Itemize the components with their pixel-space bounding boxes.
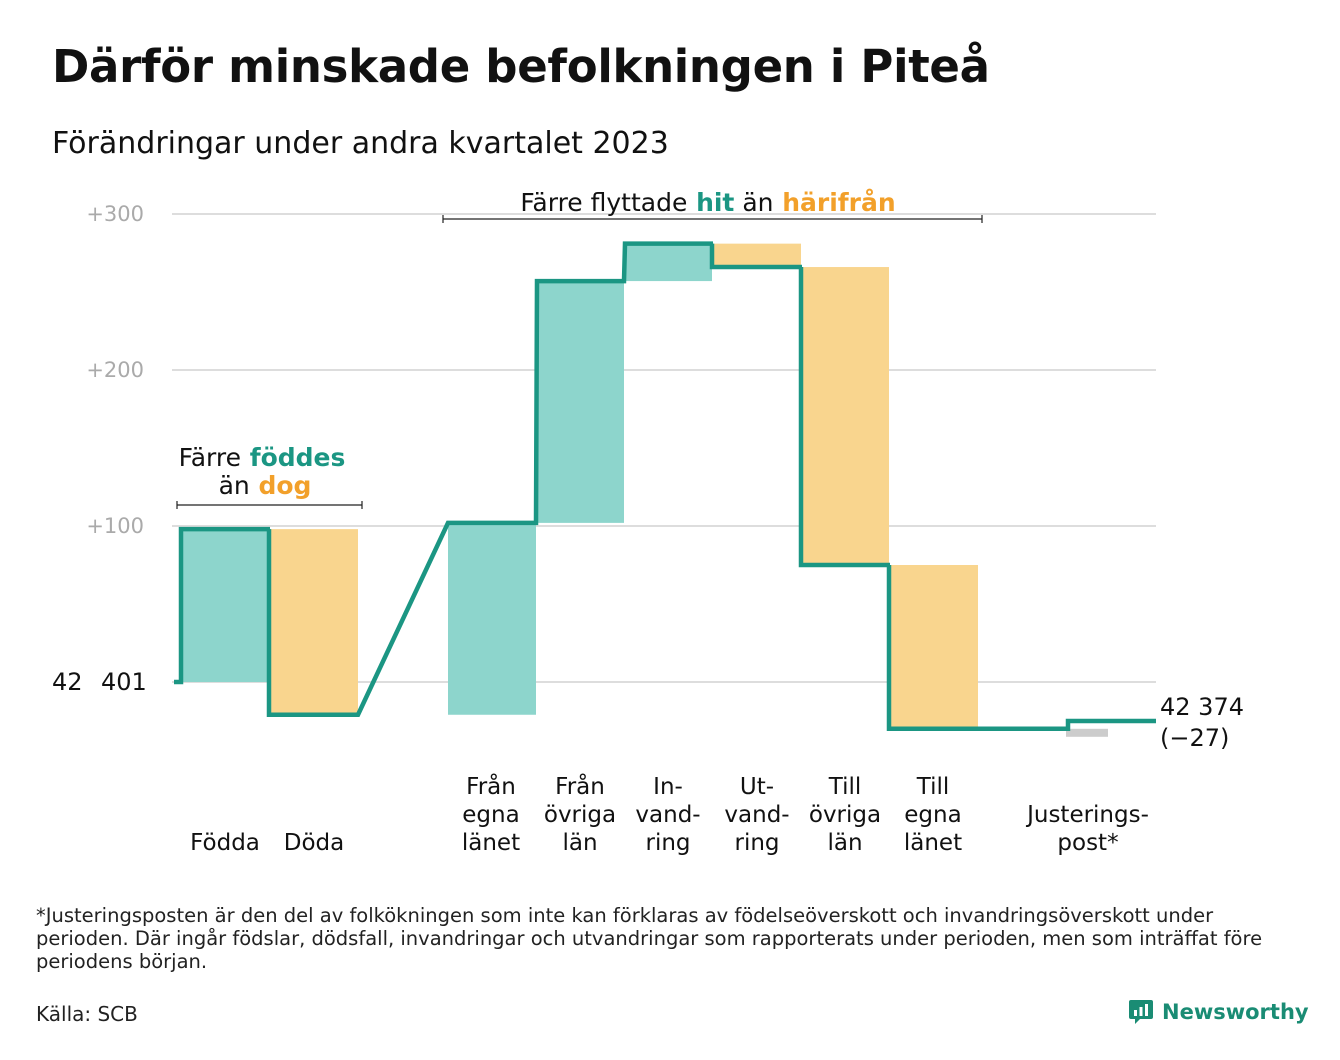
bar-outflow [890, 565, 978, 729]
source-note: Källa: SCB [36, 1002, 138, 1026]
annotation-text: Färre föddes [179, 443, 346, 472]
bar-inflow [448, 522, 536, 715]
bar-outflow [713, 243, 801, 268]
y-tick-label: +100 [86, 514, 144, 538]
annotation-text: Färre flyttade hit än härifrån [520, 188, 895, 217]
category-label: övriga [544, 802, 616, 828]
annotation-part: än [734, 188, 773, 217]
category-label: ring [734, 830, 779, 856]
annotation-part: härifrån [774, 188, 896, 217]
category-label: vand- [635, 802, 700, 828]
category-label: Ut- [740, 774, 774, 800]
category-label: Till [828, 774, 862, 800]
category-label: post* [1057, 830, 1118, 856]
start-value-label: 401 [101, 668, 147, 696]
annotation-part: föddes [241, 443, 345, 472]
running-total-line [174, 241, 1156, 732]
brand-name: Newsworthy [1162, 1000, 1309, 1024]
bars [181, 243, 1108, 737]
end-change-label: (−27) [1160, 724, 1229, 752]
start-value-label: 42 [52, 668, 83, 696]
y-tick-label: +300 [86, 202, 144, 226]
annotation-part: dog [250, 471, 312, 500]
newsworthy-logo-icon [1129, 1000, 1153, 1024]
category-label: vand- [724, 802, 789, 828]
category-label: Födda [190, 830, 260, 856]
bar-inflow [537, 281, 624, 523]
category-label: Från [555, 772, 605, 800]
category-label: övriga [809, 802, 881, 828]
annotation-part: Färre [179, 443, 241, 472]
footnote: *Justeringsposten är den del av folkökni… [36, 904, 1263, 973]
running-total-path [174, 241, 1156, 732]
category-label: Från [466, 772, 516, 800]
annotation-text: än dog [219, 471, 312, 500]
bar-outflow [270, 529, 358, 715]
annotation-part: hit [687, 188, 734, 217]
chart-title: Därför minskade befolkningen i Piteå [52, 40, 990, 93]
category-label: länet [904, 830, 962, 856]
end-value-label: 42 374 [1160, 693, 1244, 721]
category-label: egna [462, 802, 519, 828]
category-label: Till [916, 774, 950, 800]
chart-subtitle: Förändringar under andra kvartalet 2023 [52, 126, 669, 161]
brand-logo: Newsworthy [1128, 998, 1309, 1026]
category-label: länet [462, 830, 520, 856]
category-label: ring [645, 830, 690, 856]
bar-inflow [625, 243, 712, 282]
bar-outflow [802, 267, 889, 565]
category-label: Döda [284, 830, 344, 856]
annotation-part: än [219, 471, 250, 500]
category-label: län [827, 830, 862, 856]
y-tick-label: +200 [86, 358, 144, 382]
bar-inflow [181, 529, 269, 682]
category-label: Justerings- [1025, 802, 1149, 828]
bar-adjustment [1066, 728, 1108, 737]
annotation-part: Färre flyttade [520, 188, 687, 217]
category-label: län [562, 830, 597, 856]
category-label: egna [904, 802, 961, 828]
category-label: In- [653, 774, 683, 800]
